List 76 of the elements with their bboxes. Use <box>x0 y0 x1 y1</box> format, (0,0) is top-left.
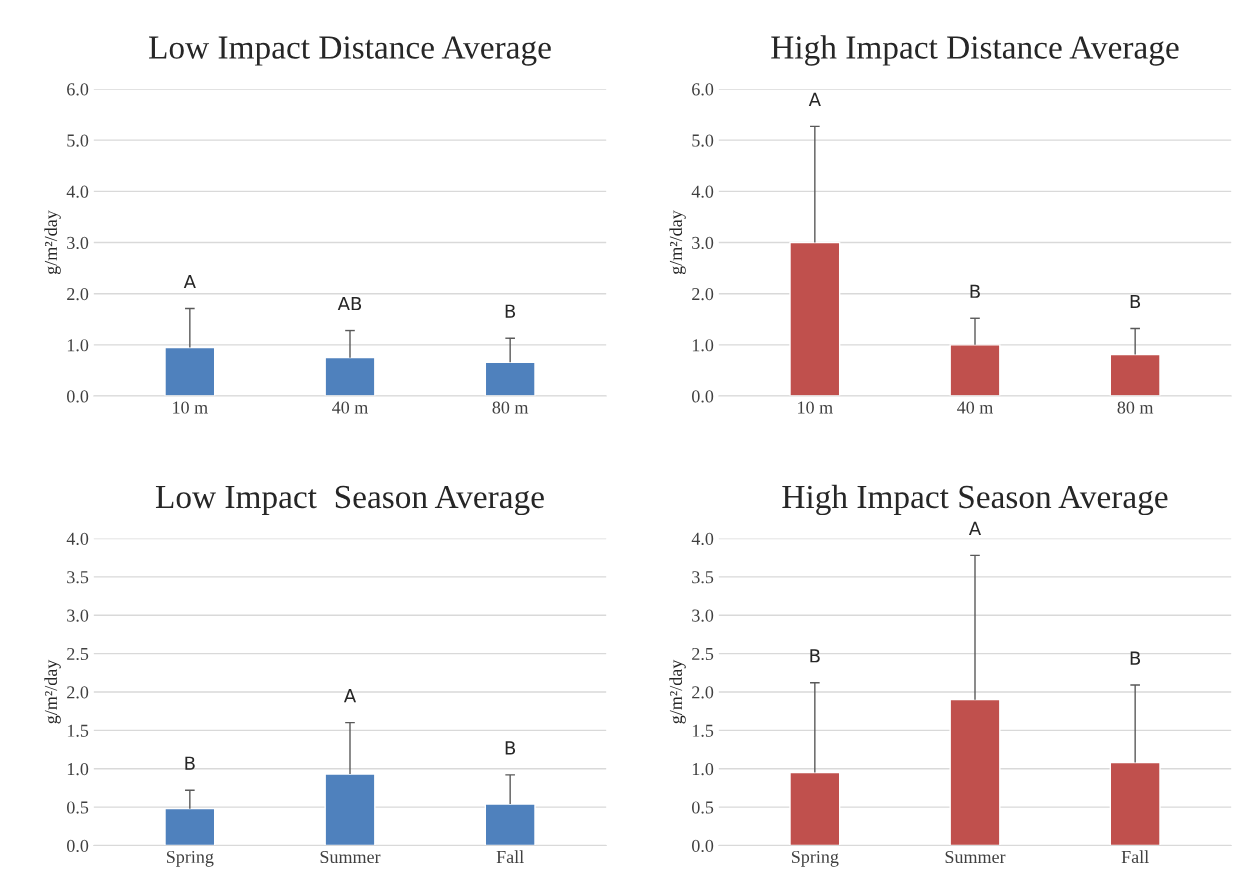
x-tick-label: Spring <box>791 850 839 867</box>
y-tick-label: 3.0 <box>67 609 89 622</box>
x-tick-label: 10 m <box>798 401 833 414</box>
y-tick-label: 0.5 <box>692 801 714 814</box>
y-tick-label: 4.0 <box>66 185 89 198</box>
annotation: AB <box>337 296 362 311</box>
y-axis-title: g/m²/day <box>44 659 61 724</box>
y-tick-label: 1.5 <box>67 724 89 737</box>
x-tick-label: 80 m <box>492 401 529 414</box>
y-tick-label: 2.0 <box>67 287 89 301</box>
y-tick-label: 1.5 <box>692 724 714 737</box>
y-tick-label: 1.0 <box>67 339 89 352</box>
y-tick-label: 4.0 <box>691 185 714 198</box>
y-tick-label: 2.0 <box>692 686 714 699</box>
y-tick-label: 2.5 <box>67 647 89 661</box>
x-tick-label: Summer <box>320 850 381 864</box>
annotation: B <box>1130 294 1141 309</box>
bar <box>324 356 376 397</box>
y-tick-label: 2.0 <box>692 287 714 301</box>
x-tick-label: 80 m <box>1117 401 1154 414</box>
y-tick-label: 3.5 <box>692 571 714 584</box>
y-tick-label: 2.5 <box>692 647 714 661</box>
bar <box>789 241 841 397</box>
chart-title: Low Impact Season Average <box>155 485 544 516</box>
y-tick-label: 1.0 <box>67 762 89 776</box>
y-tick-label: 0.0 <box>692 390 714 403</box>
bar <box>484 803 536 846</box>
y-tick-label: 6.0 <box>692 83 714 96</box>
y-tick-label: 2.0 <box>67 686 89 699</box>
annotation: B <box>1130 651 1141 665</box>
y-tick-label: 0.5 <box>67 801 89 814</box>
bar <box>1109 761 1161 846</box>
y-axis-title: g/m²/day <box>669 659 686 724</box>
y-tick-label: 1.0 <box>692 339 714 352</box>
x-tick-label: Summer <box>945 850 1006 864</box>
y-tick-label: 3.0 <box>67 236 89 250</box>
chart-title: Low Impact Distance Average <box>149 36 551 66</box>
chart-title: High Impact Season Average <box>782 484 1168 516</box>
y-tick-label: 0.0 <box>692 839 714 853</box>
y-tick-label: 0.0 <box>67 390 89 403</box>
x-tick-label: Spring <box>166 850 214 867</box>
annotation: A <box>183 274 196 289</box>
y-tick-label: 5.0 <box>692 134 714 147</box>
annotation: B <box>970 284 980 298</box>
bar <box>164 346 216 397</box>
annotation: B <box>505 741 516 755</box>
annotation: A <box>808 92 821 106</box>
bar <box>789 771 841 846</box>
y-tick-label: 1.0 <box>692 762 714 776</box>
y-tick-label: 4.0 <box>66 532 89 545</box>
annotation: B <box>185 756 195 770</box>
bar <box>949 698 1001 846</box>
y-axis-title: g/m²/day <box>44 210 61 275</box>
annotation: A <box>343 689 357 703</box>
bar <box>324 773 376 846</box>
y-axis-title: g/m²/day <box>669 210 686 275</box>
x-tick-label: 10 m <box>173 401 208 414</box>
y-tick-label: 4.0 <box>691 532 714 545</box>
x-tick-label: 40 m <box>332 401 369 414</box>
bar <box>949 344 1001 397</box>
y-tick-label: 6.0 <box>67 83 89 96</box>
bar <box>164 807 216 846</box>
x-tick-label: Fall <box>496 850 524 864</box>
bar <box>1109 353 1161 397</box>
y-tick-label: 5.0 <box>67 134 89 147</box>
annotation: B <box>505 304 516 318</box>
y-tick-label: 3.0 <box>692 609 714 622</box>
y-tick-label: 3.0 <box>692 236 714 250</box>
x-tick-label: 40 m <box>957 401 994 414</box>
x-tick-label: Fall <box>1121 850 1149 864</box>
bar <box>484 361 536 397</box>
chart-title: High Impact Distance Average <box>771 35 1179 66</box>
annotation: B <box>810 649 820 663</box>
y-tick-label: 0.0 <box>67 839 89 853</box>
text: A <box>968 521 982 535</box>
y-tick-label: 3.5 <box>67 571 89 584</box>
